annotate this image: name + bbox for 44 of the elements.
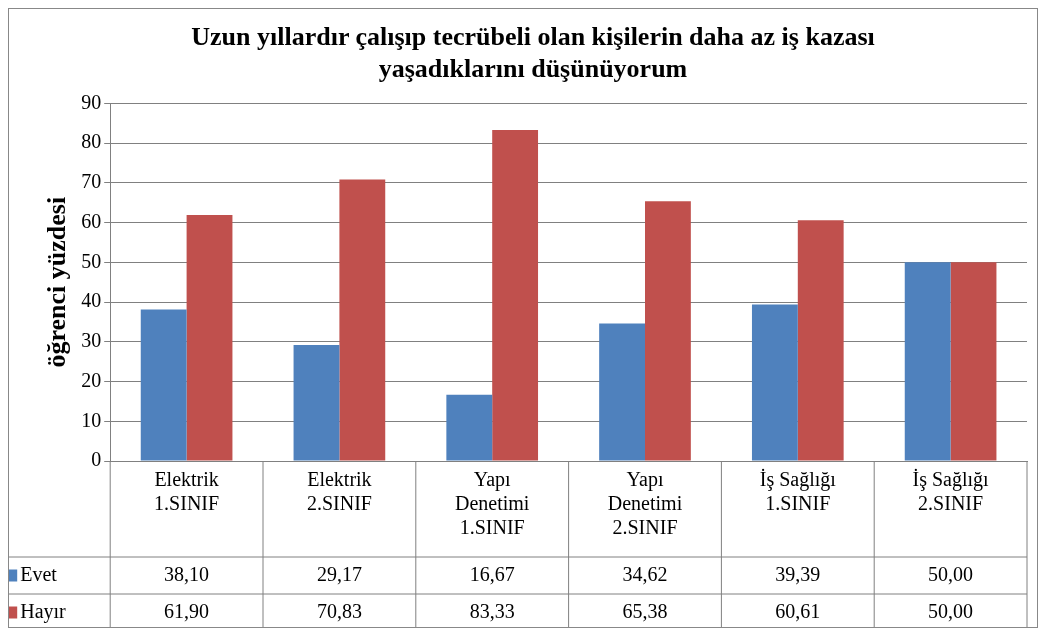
x-tick-label: Elektrik 2.SINIF xyxy=(306,468,372,515)
bar xyxy=(904,262,951,461)
data-label: 70,83 xyxy=(316,599,362,622)
y-tick-label: 60 xyxy=(81,209,102,232)
y-tick-label: 30 xyxy=(81,329,102,352)
data-label: 29,17 xyxy=(316,562,362,585)
y-tick-label: 70 xyxy=(81,170,102,193)
data-label: 61,90 xyxy=(164,599,210,622)
y-tick-label: 50 xyxy=(81,249,102,272)
data-label: 38,10 xyxy=(164,562,210,585)
bar xyxy=(645,201,691,461)
x-tick-label: İş Sağlığı 1.SINIF xyxy=(759,468,837,515)
data-label: 60,61 xyxy=(775,599,821,622)
y-tick-label: 80 xyxy=(81,130,102,153)
data-label: 50,00 xyxy=(928,599,974,622)
data-label: 16,67 xyxy=(469,562,515,585)
y-axis-title: öğrenci yüzdesi xyxy=(42,196,72,368)
bar xyxy=(751,304,798,461)
bar xyxy=(293,345,340,461)
x-tick-label: Elektrik 1.SINIF xyxy=(154,468,220,515)
y-tick-label: 10 xyxy=(81,408,102,431)
bar xyxy=(339,179,386,461)
x-tick-label: Yapı Denetimi 1.SINIF xyxy=(454,468,530,539)
bar xyxy=(446,394,493,461)
bar xyxy=(599,323,645,461)
bar xyxy=(140,309,187,461)
data-label: 83,33 xyxy=(469,599,515,622)
y-tick-label: 90 xyxy=(81,90,102,113)
x-tick-label: İş Sağlığı 2.SINIF xyxy=(912,468,990,515)
y-tick-label: 20 xyxy=(81,368,102,391)
bar xyxy=(797,220,844,461)
legend-label: Hayır xyxy=(20,599,67,623)
bar xyxy=(492,129,539,461)
y-tick-label: 0 xyxy=(91,448,102,471)
chart-title: Uzun yıllardır çalışıp tecrübeli olan kişilerin daha az iş kazası yaşadıklarını düşünüyorum xyxy=(191,22,875,83)
data-label: 34,62 xyxy=(622,562,668,585)
data-label: 50,00 xyxy=(928,562,974,585)
legend-label: Evet xyxy=(20,562,58,585)
y-tick-label: 40 xyxy=(81,289,102,312)
bar xyxy=(186,215,233,461)
bar xyxy=(950,262,997,461)
data-label: 39,39 xyxy=(775,562,821,585)
x-tick-label: Yapı Denetimi 2.SINIF xyxy=(607,468,683,539)
data-label: 65,38 xyxy=(622,599,668,622)
